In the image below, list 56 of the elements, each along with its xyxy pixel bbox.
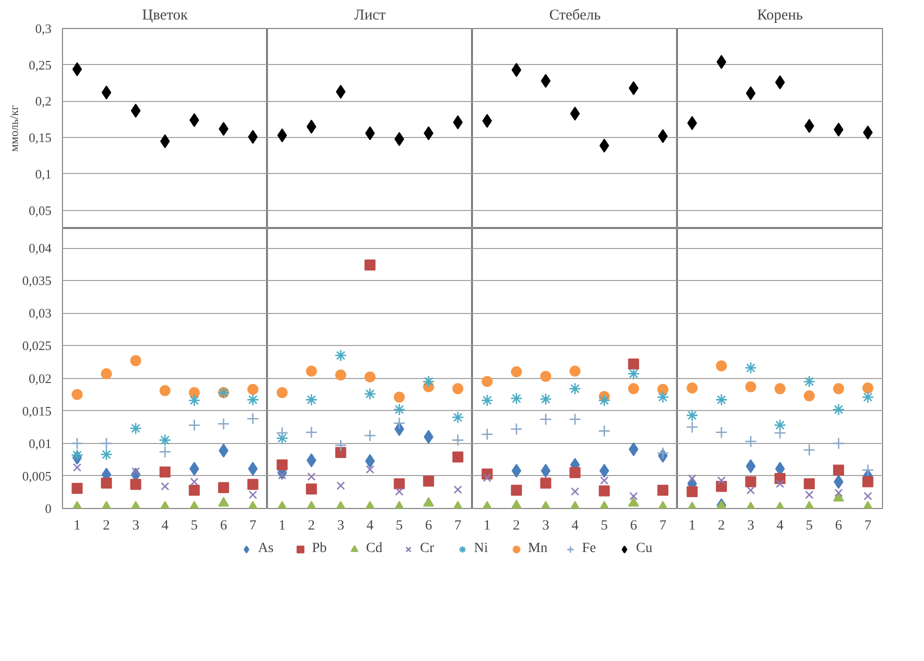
y-tick-label: 0,01	[28, 436, 52, 451]
legend-label: Fe	[582, 541, 597, 557]
x-tick-label: 2	[512, 518, 520, 534]
x-tick-label: 2	[102, 518, 110, 534]
legend-label: Cd	[366, 541, 384, 557]
x-tick-label: 2	[718, 518, 725, 534]
x-tick-label: 6	[835, 518, 842, 534]
y-tick-label: 0,3	[35, 21, 52, 36]
y-tick-label: 0,04	[28, 240, 52, 256]
y-axis-title: ммоль/кг	[6, 105, 21, 152]
chart-title: Стебель	[549, 8, 601, 24]
legend-label: Mn	[528, 541, 548, 557]
x-tick-label: 5	[806, 518, 813, 534]
x-tick-label: 7	[659, 518, 666, 534]
x-tick-label: 6	[425, 518, 432, 534]
x-tick-label: 3	[747, 518, 754, 534]
y-tick-label: 0,035	[22, 273, 52, 288]
x-tick-label: 5	[396, 518, 403, 534]
x-tick-label: 6	[220, 518, 228, 534]
legend-label: Pb	[312, 541, 328, 557]
x-tick-label: 1	[688, 518, 696, 534]
x-tick-label: 7	[249, 518, 256, 534]
legend-label: Cu	[636, 541, 654, 557]
chart-title: Лист	[354, 8, 386, 24]
x-tick-label: 4	[572, 518, 578, 534]
y-tick-label: 0,02	[28, 370, 52, 386]
x-tick-label: 3	[542, 518, 550, 534]
x-tick-label: 4	[776, 518, 784, 534]
y-tick-label: 0,25	[28, 57, 52, 72]
y-tick-label: 0,2	[35, 94, 52, 109]
y-tick-label: 0,05	[28, 202, 52, 218]
y-tick-label: 0,15	[28, 130, 52, 146]
x-tick-label: 5	[190, 518, 198, 534]
x-tick-label: 3	[337, 518, 344, 534]
x-tick-label: 1	[278, 518, 286, 534]
legend-label: As	[258, 541, 275, 557]
x-tick-label: 1	[484, 518, 491, 534]
x-tick-label: 7	[864, 518, 872, 534]
y-tick-label: 0	[45, 501, 52, 516]
y-tick-label: 0,015	[22, 403, 52, 418]
x-tick-label: 1	[74, 518, 81, 534]
x-tick-label: 4	[366, 518, 374, 534]
legend-label: Ni	[474, 541, 489, 557]
x-tick-label: 7	[454, 518, 462, 534]
y-tick-label: 0,03	[28, 306, 52, 321]
x-tick-label: 5	[600, 518, 608, 534]
x-tick-label: 4	[162, 518, 168, 534]
chart-title: Цветок	[142, 8, 189, 24]
x-tick-label: 2	[308, 518, 315, 534]
legend-label: Cr	[420, 541, 435, 557]
x-tick-label: 3	[132, 518, 140, 534]
x-tick-label: 6	[630, 518, 638, 534]
y-tick-label: 0,1	[35, 166, 52, 182]
y-tick-label: 0,025	[22, 338, 52, 354]
chart-title: Корень	[757, 8, 804, 24]
y-tick-label: 0,005	[22, 468, 52, 484]
